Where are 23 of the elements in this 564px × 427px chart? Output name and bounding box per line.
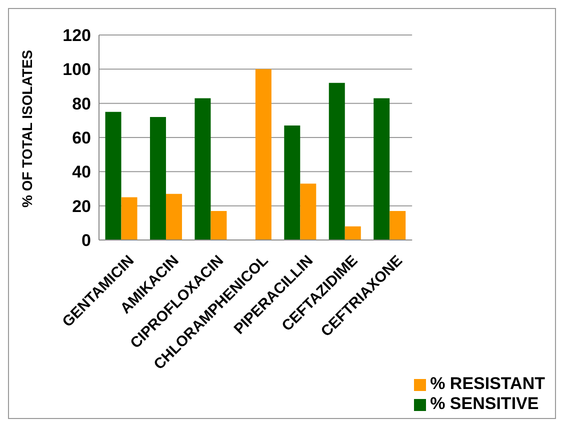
bar [150,117,166,240]
y-tick-label: 0 [82,231,91,250]
bar [300,184,316,240]
bar [328,82,345,240]
y-tick-label: 60 [72,128,91,148]
bar [374,98,390,240]
bar [121,197,138,240]
bar [105,112,122,240]
y-axis-title: % OF TOTAL ISOLATES [18,50,35,208]
y-tick-label: 120 [62,26,91,46]
bar [255,69,272,240]
legend-label: % RESISTANT [430,374,545,393]
bar [390,210,406,240]
y-tick-label: 100 [62,60,91,80]
bar [166,194,182,240]
bar [284,126,300,240]
y-tick-label: 80 [72,94,91,114]
bar [210,210,227,240]
legend-label: % SENSITIVE [430,394,539,413]
y-tick-label: 20 [72,196,91,216]
bar [344,226,361,240]
bar [194,98,211,240]
y-tick-label: 40 [72,162,91,182]
